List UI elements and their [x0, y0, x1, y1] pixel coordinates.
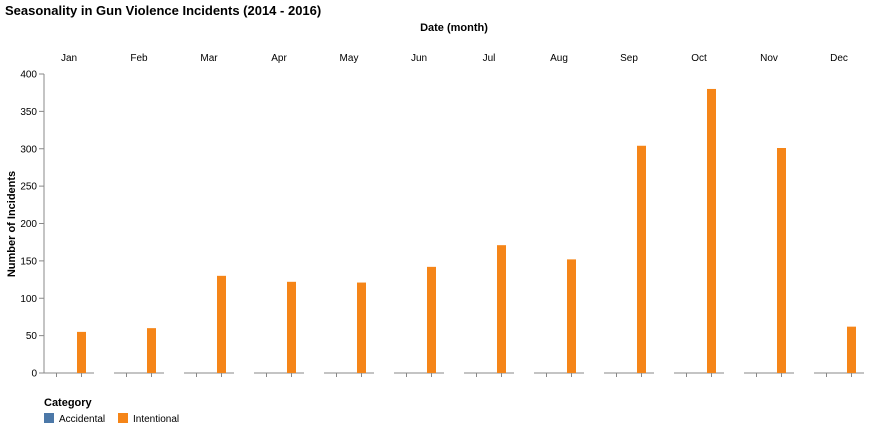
month-label: Aug: [550, 53, 568, 64]
month-label: Oct: [691, 53, 707, 64]
month-panel: [534, 259, 584, 377]
month-label: Nov: [760, 53, 778, 64]
month-label: Feb: [130, 53, 148, 64]
y-tick-label: 250: [20, 182, 37, 193]
month-panel: [394, 266, 444, 377]
bar-intentional: [287, 281, 296, 373]
y-tick-label: 50: [26, 331, 38, 342]
month-label: Dec: [830, 53, 848, 64]
bar-intentional: [217, 275, 226, 373]
month-panels: [44, 88, 864, 377]
month-panel: [254, 281, 304, 377]
bar-intentional: [567, 259, 576, 373]
legend-label-intentional: Intentional: [133, 414, 179, 425]
y-tick-label: 350: [20, 107, 37, 118]
y-axis-title: Number of Incidents: [6, 171, 18, 277]
month-panel: [604, 145, 654, 377]
legend-label-accidental: Accidental: [59, 414, 105, 425]
bar-intentional: [147, 328, 156, 373]
bar-intentional: [847, 326, 856, 373]
bar-intentional: [637, 145, 646, 373]
month-panel: [674, 88, 724, 377]
month-panel: [744, 148, 794, 377]
month-label: Jan: [61, 53, 77, 64]
y-tick-label: 0: [31, 369, 37, 380]
month-panel: [184, 275, 234, 377]
month-label: Jun: [411, 53, 427, 64]
month-panel: [324, 282, 374, 377]
month-label: Mar: [200, 53, 218, 64]
month-label: Apr: [271, 53, 287, 64]
bar-intentional: [777, 148, 786, 373]
y-tick-label: 150: [20, 256, 37, 267]
x-axis-title: Date (month): [420, 22, 488, 34]
legend: Category Accidental Intentional: [44, 397, 179, 425]
month-panel: [464, 245, 514, 377]
bar-intentional: [427, 266, 436, 373]
month-label: May: [340, 53, 359, 64]
y-tick-label: 300: [20, 144, 37, 155]
bar-intentional: [77, 331, 86, 373]
y-tick-label: 200: [20, 219, 37, 230]
y-tick-label: 100: [20, 294, 37, 305]
month-panel: [114, 328, 164, 377]
bar-intentional: [497, 245, 506, 373]
month-labels: Jan Feb Mar Apr May Jun Jul Aug Sep Oct Nov Dec: [61, 53, 848, 64]
y-axis: 0 50 100 150 200 250 300 350 400: [20, 70, 45, 380]
y-tick-label: 400: [20, 70, 37, 81]
legend-swatch-accidental: [44, 413, 54, 423]
legend-title: Category: [44, 397, 93, 409]
legend-swatch-intentional: [118, 413, 128, 423]
bar-intentional: [707, 88, 716, 373]
month-label: Jul: [483, 53, 496, 64]
month-panel: [44, 331, 94, 377]
chart-title: Seasonality in Gun Violence Incidents (2…: [5, 3, 321, 18]
month-panel: [814, 326, 864, 377]
bar-intentional: [357, 282, 366, 373]
month-label: Sep: [620, 53, 638, 64]
